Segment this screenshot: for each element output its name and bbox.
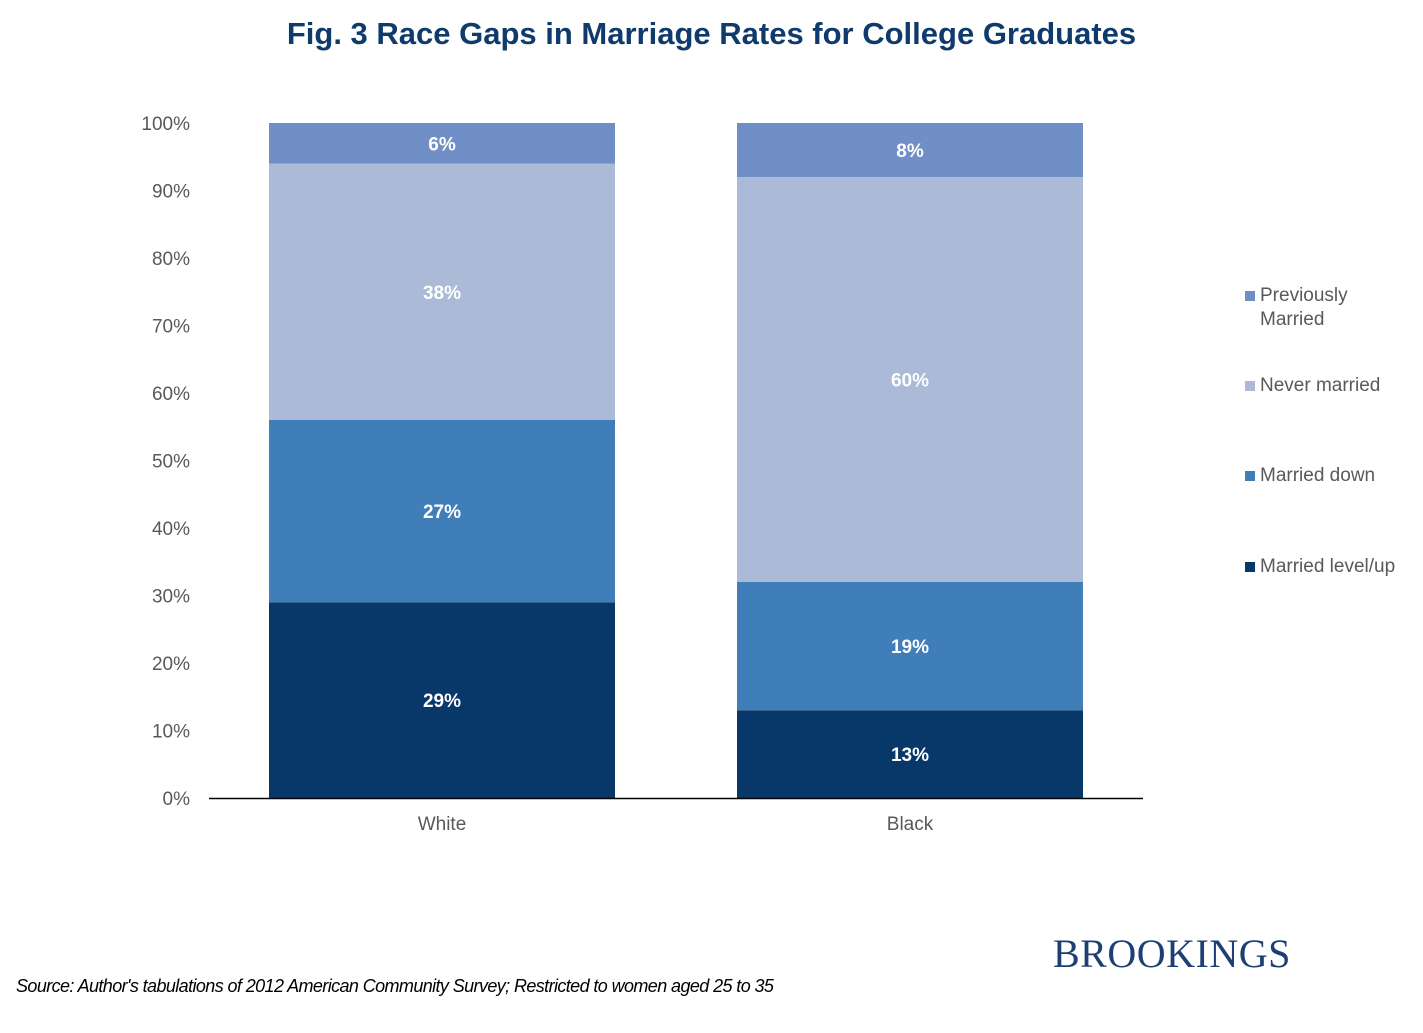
data-label: 19% bbox=[891, 637, 929, 658]
bar-segment bbox=[737, 582, 1083, 711]
data-label: 8% bbox=[896, 141, 924, 162]
legend-label: Previously Married bbox=[1260, 285, 1348, 330]
data-label: 29% bbox=[423, 691, 461, 712]
y-tick-label: 40% bbox=[152, 519, 190, 540]
y-tick-label: 20% bbox=[152, 654, 190, 675]
legend-label: Never married bbox=[1260, 375, 1381, 396]
y-tick-label: 30% bbox=[152, 587, 190, 608]
bar-segment bbox=[737, 710, 1083, 798]
bar-segment bbox=[269, 123, 615, 164]
legend-swatch bbox=[1245, 471, 1255, 481]
bar-segment bbox=[269, 602, 615, 798]
y-tick-label: 70% bbox=[152, 317, 190, 338]
y-tick-label: 90% bbox=[152, 182, 190, 203]
chart-title: Fig. 3 Race Gaps in Marriage Rates for C… bbox=[286, 16, 1137, 51]
data-label: 13% bbox=[891, 745, 929, 766]
x-tick-label: Black bbox=[887, 814, 934, 835]
y-tick-label: 50% bbox=[152, 452, 190, 473]
data-label: 38% bbox=[423, 283, 461, 304]
legend-swatch bbox=[1245, 291, 1255, 301]
bar-segment bbox=[269, 163, 615, 420]
y-tick-label: 80% bbox=[152, 249, 190, 270]
data-label: 60% bbox=[891, 371, 929, 392]
x-tick-label: White bbox=[418, 814, 467, 835]
legend-label: Married level/up bbox=[1260, 556, 1396, 577]
source-note: Source: Author's tabulations of 2012 Ame… bbox=[16, 976, 774, 996]
y-tick-label: 100% bbox=[141, 114, 190, 135]
bar-segment bbox=[737, 177, 1083, 582]
brookings-logo: BROOKINGS bbox=[1053, 931, 1291, 976]
legend-label: Married down bbox=[1260, 465, 1376, 486]
bar-segment bbox=[269, 420, 615, 603]
data-label: 6% bbox=[428, 134, 456, 155]
y-tick-label: 10% bbox=[152, 722, 190, 743]
y-tick-label: 0% bbox=[163, 789, 191, 810]
bar-segment bbox=[737, 123, 1083, 177]
legend-swatch bbox=[1245, 562, 1255, 572]
data-label: 27% bbox=[423, 502, 461, 523]
legend-swatch bbox=[1245, 381, 1255, 391]
y-tick-label: 60% bbox=[152, 384, 190, 405]
